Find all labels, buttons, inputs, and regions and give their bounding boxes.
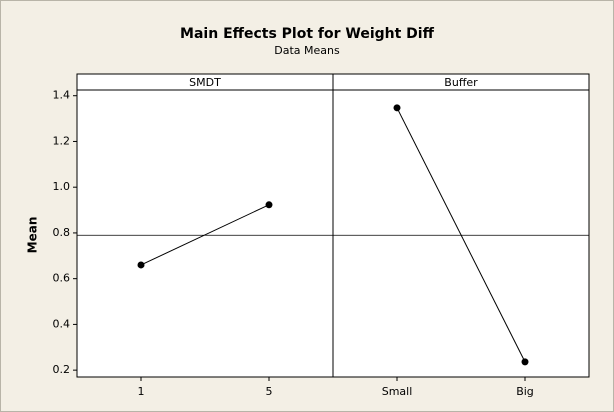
panel-header: SMDT <box>189 76 221 89</box>
y-tick-label: 1.0 <box>53 180 71 193</box>
y-tick-label: 0.8 <box>53 226 71 239</box>
chart-title: Main Effects Plot for Weight Diff <box>180 26 435 42</box>
effect-line <box>396 107 526 363</box>
panel-header: Buffer <box>444 76 478 89</box>
point <box>521 358 529 366</box>
point <box>393 104 401 112</box>
y-tick-label: 1.2 <box>53 134 71 147</box>
y-tick-label: 0.4 <box>53 317 71 330</box>
x-tick-label: 1 <box>138 385 145 398</box>
x-tick-label: Big <box>516 385 534 398</box>
y-tick-label: 0.6 <box>53 272 71 285</box>
effect-line <box>140 204 270 266</box>
chart-subtitle: Data Means <box>274 44 340 57</box>
x-tick-label: 5 <box>266 385 273 398</box>
y-tick-label: 0.2 <box>53 363 71 376</box>
y-axis-label: Mean <box>26 217 40 254</box>
point <box>265 201 273 209</box>
point <box>137 261 145 269</box>
x-tick-label: Small <box>382 385 413 398</box>
y-tick-label: 1.4 <box>53 89 71 102</box>
